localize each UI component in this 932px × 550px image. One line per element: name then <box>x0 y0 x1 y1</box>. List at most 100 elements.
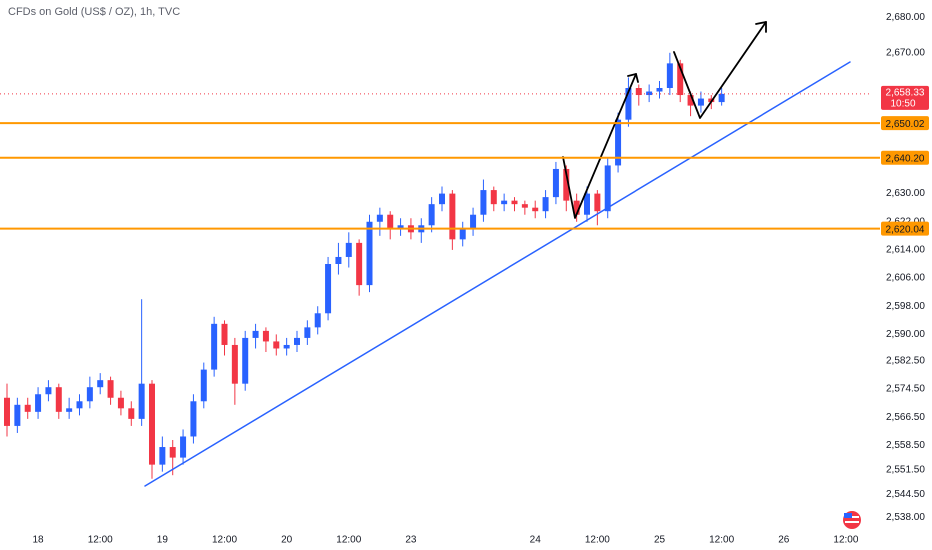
candle-body <box>221 323 228 345</box>
y-tick-label: 2,566.50 <box>886 412 925 423</box>
candle-body <box>490 190 497 205</box>
overlay: 2,538.00 2,544.50 2,551.50 2,558.50 2,566.50… <box>0 12 929 546</box>
trend-line <box>144 61 851 487</box>
level-label-box <box>881 221 929 236</box>
candle-body <box>325 264 332 314</box>
x-tick-label: 25 <box>654 535 666 546</box>
candle-body <box>428 204 435 226</box>
candle-body <box>97 380 104 388</box>
candle-body <box>273 341 280 349</box>
y-tick-label: 2,574.50 <box>886 384 925 395</box>
candle-body <box>615 119 622 166</box>
candle-body <box>542 197 549 212</box>
x-tick-label: 12:00 <box>833 535 858 546</box>
x-tick-label: 26 <box>778 535 790 546</box>
y-tick-label: 2,614.00 <box>886 245 925 256</box>
level-label: 2,650.02 <box>886 119 925 130</box>
candle-body <box>387 214 394 229</box>
zigzag-arrow <box>562 73 637 219</box>
candle-body <box>117 397 124 409</box>
candle-body <box>687 95 694 106</box>
candle-body <box>646 91 653 96</box>
candle-body <box>470 214 477 229</box>
candle-body <box>55 387 62 412</box>
candle-body <box>169 447 176 458</box>
candle-body <box>252 330 259 338</box>
candle-body <box>200 369 207 402</box>
candle-body <box>35 394 42 412</box>
candle-body <box>718 93 725 103</box>
x-tick-label: 20 <box>281 535 293 546</box>
y-tick-label: 2,630.00 <box>886 188 925 199</box>
candle-body <box>107 380 114 398</box>
candle-body <box>635 88 642 96</box>
candle-body <box>439 193 445 205</box>
candle-body <box>356 242 363 286</box>
x-tick-label: 18 <box>33 535 45 546</box>
candle-body <box>511 200 518 205</box>
plot-area <box>0 52 870 479</box>
candle-body <box>294 337 300 345</box>
x-tick-label: 12:00 <box>585 535 610 546</box>
candle-body <box>480 190 487 215</box>
candle-body <box>231 344 238 384</box>
candle-body <box>24 404 31 412</box>
countdown-label: 10:50 <box>890 99 915 110</box>
arrow-head <box>755 21 767 33</box>
last-price-box <box>881 85 929 110</box>
candle-body <box>211 323 218 370</box>
candle-body <box>656 88 663 92</box>
x-tick-label: 23 <box>405 535 417 546</box>
y-tick-label: 2,558.50 <box>886 440 925 451</box>
candle-body <box>304 327 311 338</box>
candle-body <box>242 337 249 384</box>
x-tick-label: 24 <box>530 535 542 546</box>
y-tick-label: 2,670.00 <box>886 47 925 58</box>
candle-body <box>697 98 704 106</box>
candle-body <box>563 168 570 201</box>
candle-body <box>4 397 10 426</box>
candle-body <box>14 404 21 426</box>
x-tick-label: 12:00 <box>336 535 361 546</box>
candle-body <box>677 63 684 96</box>
candle-body <box>584 193 590 215</box>
candle-body <box>666 63 673 88</box>
zigzag-arrow <box>673 21 767 119</box>
arrow-head <box>627 73 639 83</box>
candle-body <box>335 256 342 264</box>
candle-body <box>594 193 601 212</box>
candle-body <box>86 387 93 402</box>
x-tick-label: 19 <box>157 535 169 546</box>
drawings <box>144 21 851 487</box>
candle-body <box>532 207 539 212</box>
level-label-box <box>881 150 929 165</box>
y-tick-label: 2,538.00 <box>886 512 925 523</box>
candle-body <box>149 383 155 465</box>
y-tick-label: 2,582.50 <box>886 355 925 366</box>
chart-title: CFDs on Gold (US$ / OZ), 1h, TVC <box>8 6 180 18</box>
y-tick-label: 2,590.00 <box>886 329 925 340</box>
candle-body <box>573 200 580 215</box>
x-tick-label: 12:00 <box>709 535 734 546</box>
candle-body <box>262 330 269 342</box>
candle-body <box>459 228 466 240</box>
candle-body <box>180 436 187 458</box>
candle-body <box>76 401 83 409</box>
y-tick-label: 2,606.00 <box>886 273 925 284</box>
candle-body <box>283 344 290 349</box>
y-tick-label: 2,598.00 <box>886 301 925 312</box>
candle-body <box>159 447 166 465</box>
candle-body <box>314 313 321 328</box>
flag-icon <box>843 511 861 529</box>
candle-body <box>397 225 404 229</box>
last-price-label: 2,658.33 <box>886 88 925 99</box>
candle-body <box>366 221 373 286</box>
candle-body <box>376 214 383 222</box>
candle-body <box>138 383 145 419</box>
candle-body <box>345 242 352 257</box>
y-tick-label: 2,680.00 <box>886 12 925 23</box>
candle-body <box>190 401 197 437</box>
